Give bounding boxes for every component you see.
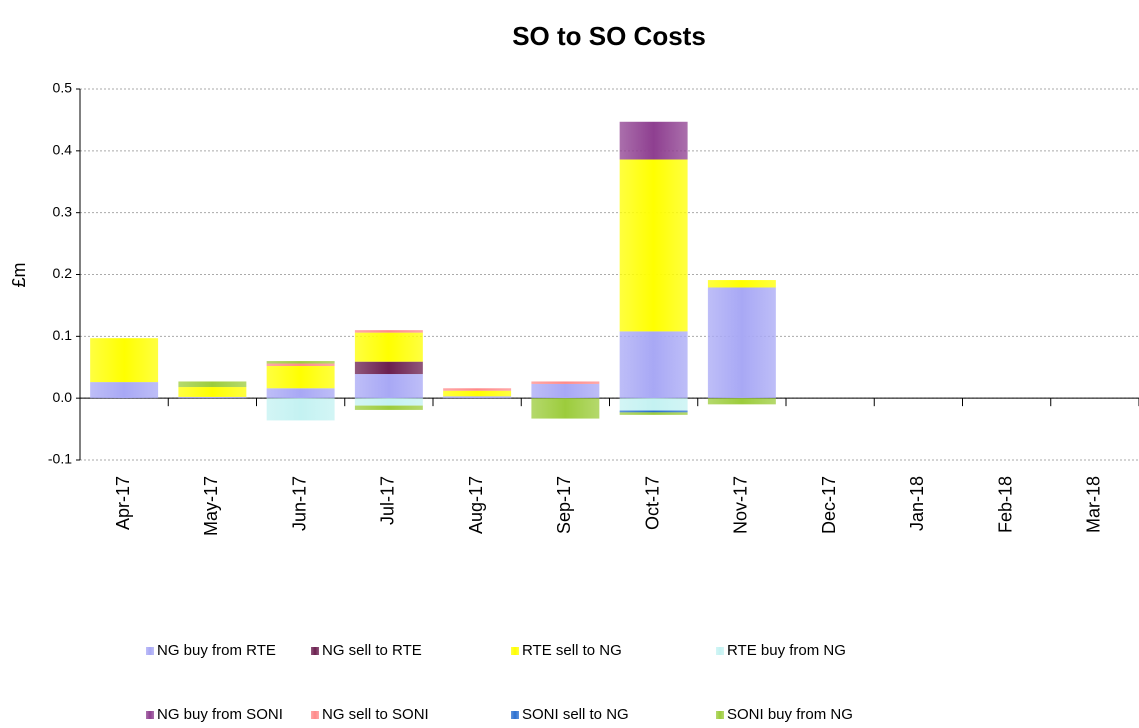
y-tick-label: 0.0 — [53, 389, 73, 405]
bar-segment — [531, 383, 600, 399]
x-tick-label: Feb-18 — [995, 476, 1015, 533]
bar-segment — [354, 374, 423, 399]
bar-segment — [354, 405, 423, 410]
x-tick-label: Sep-17 — [554, 476, 574, 534]
bar-segment — [531, 381, 600, 384]
x-tick-label: Jul-17 — [378, 476, 398, 525]
bar-segment — [354, 361, 423, 375]
x-tick-label: Jun-17 — [289, 476, 309, 531]
legend-label: NG buy from SONI — [157, 706, 283, 723]
bar-segment — [619, 398, 688, 411]
bar-segment — [354, 398, 423, 406]
y-axis-label: £m — [9, 262, 29, 287]
y-tick-label: -0.1 — [48, 451, 72, 467]
legend-swatch — [716, 647, 724, 655]
y-tick-label: 0.2 — [53, 265, 73, 281]
legend-swatch — [511, 711, 519, 719]
bar-segment — [619, 159, 688, 332]
legend-label: NG sell to SONI — [322, 706, 429, 723]
legend-swatch — [511, 647, 519, 655]
y-tick-label: 0.3 — [53, 203, 73, 219]
legend-swatch — [146, 711, 154, 719]
x-tick-label: Jan-18 — [907, 476, 927, 531]
bar-segment — [178, 396, 247, 399]
bar-segment — [178, 381, 247, 388]
x-tick-label: Apr-17 — [113, 476, 133, 530]
bar-segment — [90, 338, 159, 383]
bar-segment — [531, 398, 600, 419]
x-tick-label: Aug-17 — [466, 476, 486, 534]
bar-segment — [619, 121, 688, 160]
bar-segment — [266, 366, 335, 389]
legend-label: NG buy from RTE — [157, 642, 276, 659]
legend-swatch — [146, 647, 154, 655]
legend-swatch — [716, 711, 724, 719]
legend-label: RTE sell to NG — [522, 642, 622, 659]
legend-label: SONI sell to NG — [522, 706, 629, 723]
legend-label: RTE buy from NG — [727, 642, 846, 659]
bar-segment — [266, 361, 335, 364]
chart-title: SO to SO Costs — [512, 21, 706, 51]
legend-label: NG sell to RTE — [322, 642, 422, 659]
x-tick-label: Mar-18 — [1084, 476, 1104, 533]
bar-segment — [266, 388, 335, 399]
bar-segment — [619, 412, 688, 415]
bar-segment — [266, 398, 335, 421]
bar-segment — [707, 287, 776, 399]
bar-segment — [443, 390, 512, 397]
x-tick-label: Nov-17 — [731, 476, 751, 534]
bar-segment — [90, 382, 159, 399]
x-tick-label: Dec-17 — [819, 476, 839, 534]
bar-segment — [707, 398, 776, 405]
bar-segment — [619, 410, 688, 413]
legend-swatch — [311, 647, 319, 655]
x-tick-label: Oct-17 — [642, 476, 662, 530]
bar-segment — [443, 396, 512, 399]
bar-segment — [707, 280, 776, 288]
bar-segment — [619, 331, 688, 399]
x-tick-label: May-17 — [201, 476, 221, 536]
legend-swatch — [311, 711, 319, 719]
y-tick-label: 0.5 — [53, 80, 73, 96]
bar-segment — [354, 330, 423, 333]
legend-label: SONI buy from NG — [727, 706, 853, 723]
bar-segment — [266, 363, 335, 367]
bar-segment — [178, 387, 247, 397]
bar-segment — [443, 388, 512, 391]
bar-segment — [354, 332, 423, 362]
y-tick-label: 0.1 — [53, 327, 73, 343]
y-tick-label: 0.4 — [53, 142, 73, 158]
